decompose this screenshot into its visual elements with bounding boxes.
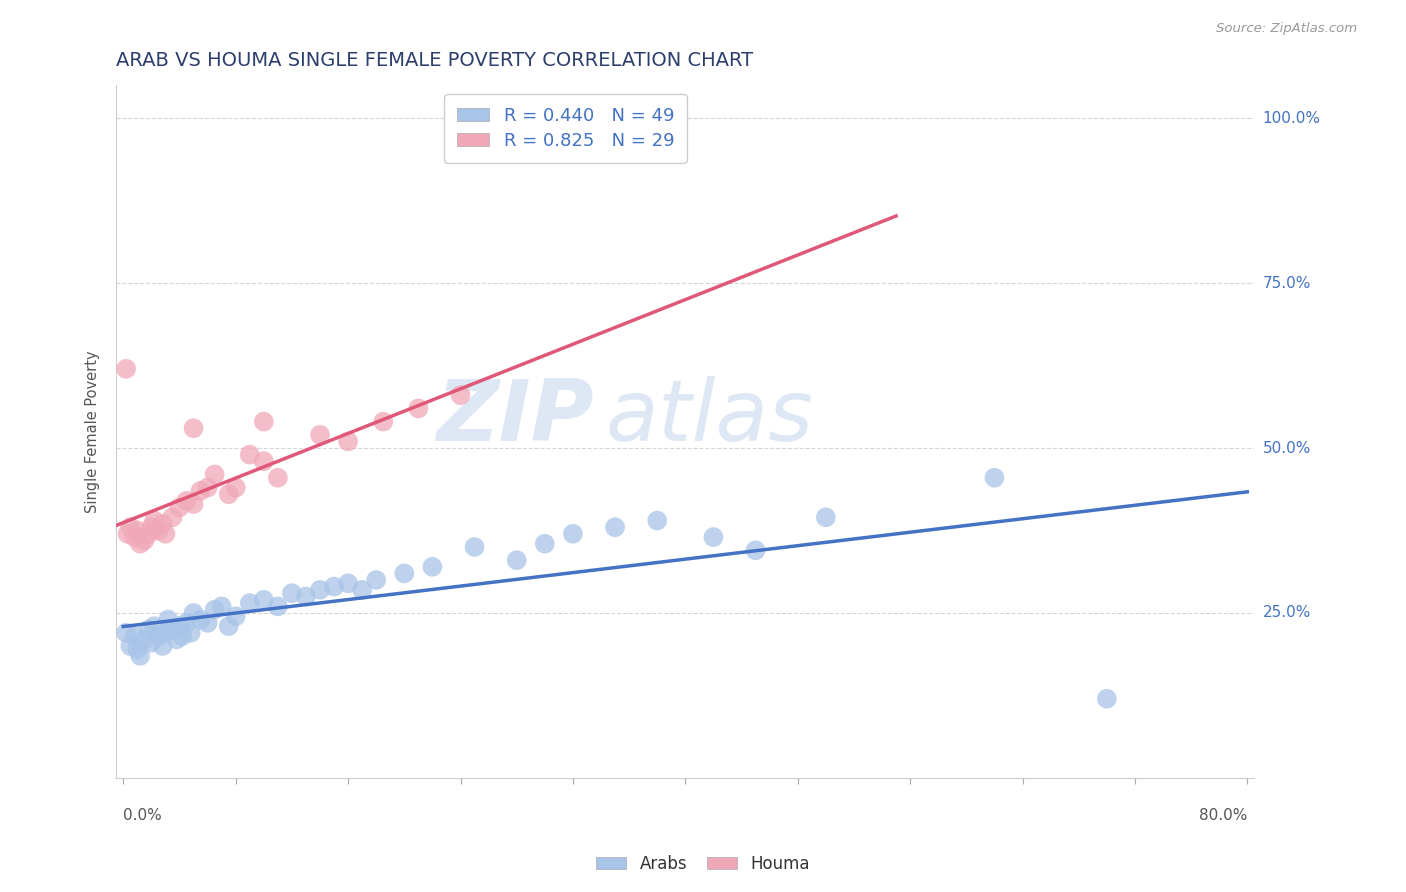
Point: [267, 471, 290, 485]
Point: [172, 629, 194, 643]
Point: [1095, 691, 1118, 706]
Point: [143, 514, 166, 528]
Point: [180, 625, 202, 640]
Text: Source: ZipAtlas.com: Source: ZipAtlas.com: [1216, 22, 1357, 36]
Point: [129, 537, 152, 551]
Point: [309, 427, 332, 442]
Point: [183, 421, 205, 435]
Point: [225, 609, 247, 624]
Point: [253, 454, 276, 468]
Point: [645, 514, 668, 528]
Point: [155, 625, 177, 640]
Legend: R = 0.440   N = 49, R = 0.825   N = 29: R = 0.440 N = 49, R = 0.825 N = 29: [444, 95, 686, 162]
Point: [127, 642, 149, 657]
Point: [152, 516, 174, 531]
Point: [162, 510, 184, 524]
Point: [120, 520, 142, 534]
Point: [225, 481, 247, 495]
Point: [239, 448, 262, 462]
Text: atlas: atlas: [606, 376, 814, 459]
Point: [422, 559, 444, 574]
Point: [176, 493, 198, 508]
Point: [197, 481, 219, 495]
Point: [239, 596, 262, 610]
Point: [157, 613, 180, 627]
Point: [533, 537, 555, 551]
Point: [152, 639, 174, 653]
Point: [394, 566, 416, 581]
Point: [169, 500, 191, 515]
Point: [134, 533, 156, 548]
Point: [744, 543, 766, 558]
Point: [141, 635, 163, 649]
Point: [120, 639, 142, 653]
Point: [117, 526, 139, 541]
Point: [373, 415, 395, 429]
Point: [814, 510, 837, 524]
Point: [281, 586, 304, 600]
Point: [464, 540, 486, 554]
Point: [337, 434, 360, 449]
Point: [366, 573, 388, 587]
Point: [183, 497, 205, 511]
Point: [506, 553, 529, 567]
Point: [124, 530, 146, 544]
Text: ARAB VS HOUMA SINGLE FEMALE POVERTY CORRELATION CHART: ARAB VS HOUMA SINGLE FEMALE POVERTY CORR…: [117, 51, 754, 70]
Point: [143, 619, 166, 633]
Text: 75.0%: 75.0%: [1263, 276, 1310, 291]
Text: 50.0%: 50.0%: [1263, 441, 1310, 456]
Point: [561, 526, 583, 541]
Point: [141, 520, 163, 534]
Point: [127, 524, 149, 538]
Point: [408, 401, 430, 416]
Point: [337, 576, 360, 591]
Point: [218, 619, 240, 633]
Text: 0.0%: 0.0%: [124, 808, 162, 823]
Point: [204, 467, 226, 482]
Point: [204, 602, 226, 616]
Point: [115, 625, 138, 640]
Point: [603, 520, 626, 534]
Point: [138, 623, 160, 637]
Point: [148, 629, 170, 643]
Y-axis label: Single Female Poverty: Single Female Poverty: [86, 351, 100, 513]
Point: [115, 362, 138, 376]
Text: ZIP: ZIP: [437, 376, 595, 459]
Text: 25.0%: 25.0%: [1263, 606, 1310, 621]
Point: [352, 582, 374, 597]
Point: [155, 526, 177, 541]
Point: [218, 487, 240, 501]
Point: [162, 623, 184, 637]
Point: [983, 471, 1005, 485]
Point: [267, 599, 290, 614]
Point: [211, 599, 233, 614]
Point: [138, 526, 160, 541]
Text: 100.0%: 100.0%: [1263, 111, 1320, 126]
Point: [134, 632, 156, 647]
Point: [129, 648, 152, 663]
Point: [124, 629, 146, 643]
Point: [197, 615, 219, 630]
Point: [176, 615, 198, 630]
Point: [450, 388, 472, 402]
Point: [148, 524, 170, 538]
Text: 80.0%: 80.0%: [1199, 808, 1247, 823]
Point: [323, 580, 346, 594]
Point: [190, 483, 212, 498]
Point: [253, 592, 276, 607]
Point: [295, 590, 318, 604]
Point: [190, 613, 212, 627]
Point: [166, 632, 188, 647]
Point: [183, 606, 205, 620]
Point: [309, 582, 332, 597]
Point: [702, 530, 724, 544]
Point: [253, 415, 276, 429]
Legend: Arabs, Houma: Arabs, Houma: [589, 848, 817, 880]
Point: [169, 619, 191, 633]
